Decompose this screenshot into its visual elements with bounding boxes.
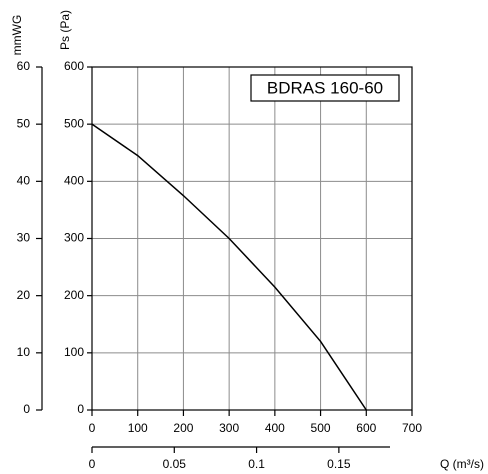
y2-tick-label: 50 [17, 116, 31, 130]
plot-frame [91, 66, 413, 411]
y-tick-label: 100 [64, 345, 84, 359]
y-tick-label: 500 [64, 116, 84, 130]
x-tick-label: 300 [219, 421, 239, 435]
y2-tick-label: 20 [17, 288, 31, 302]
y-tick-label: 200 [64, 288, 84, 302]
y-tick-label: 600 [64, 59, 84, 73]
x-tick-label: 0 [89, 421, 96, 435]
x2-tick-label: 0.05 [163, 457, 187, 471]
y-tick-label: 0 [77, 402, 84, 416]
x-tick-label: 100 [128, 421, 148, 435]
y2-tick-label: 10 [17, 345, 31, 359]
y2-tick-label: 30 [17, 231, 31, 245]
y-tick-label: 400 [64, 174, 84, 188]
x-tick-label: 700 [402, 421, 422, 435]
x2-tick-label: 0.15 [327, 457, 351, 471]
curve [91, 123, 367, 411]
y2-label: mmWG [10, 15, 24, 56]
y2-tick-label: 0 [23, 402, 30, 416]
y-label: Ps (Pa) [58, 10, 72, 50]
y2-tick-label: 40 [17, 174, 31, 188]
x2-tick-label: 0.1 [248, 457, 265, 471]
x-tick-label: 400 [265, 421, 285, 435]
x-tick-label: 200 [173, 421, 193, 435]
annotation-box [250, 74, 400, 102]
x-tick-label: 600 [356, 421, 376, 435]
annotation: BDRAS 160-60 [267, 78, 383, 97]
y-tick-label: 300 [64, 231, 84, 245]
x2-tick-label: 0 [89, 457, 96, 471]
x-tick-label: 500 [311, 421, 331, 435]
x2-label: Q (m³/s) [440, 457, 484, 471]
y2-tick-label: 60 [17, 59, 31, 73]
